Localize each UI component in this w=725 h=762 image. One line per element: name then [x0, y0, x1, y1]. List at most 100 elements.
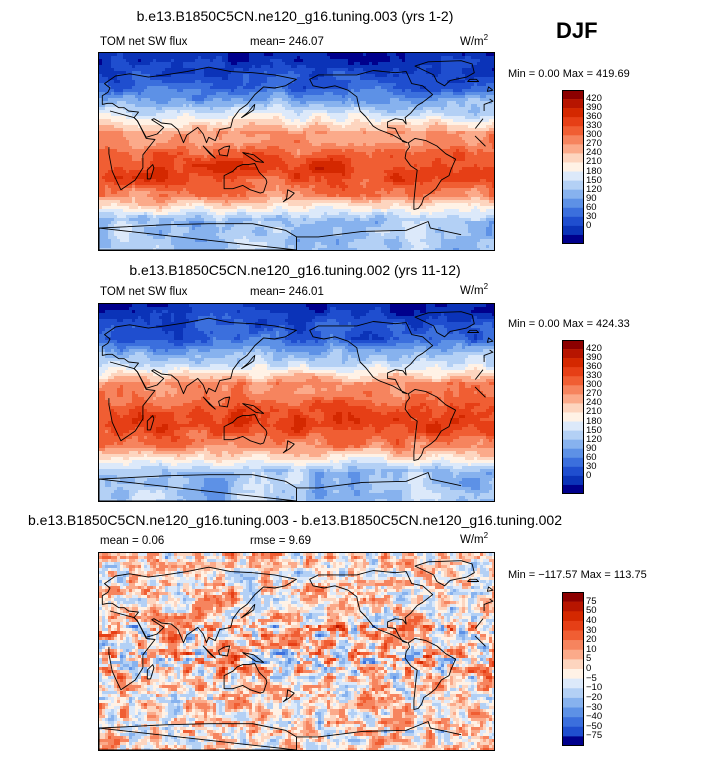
field-shading: [99, 553, 494, 750]
colorbar-swatch: [562, 117, 584, 127]
colorbar-swatch: [562, 207, 584, 218]
colorbar-tick-label: 120: [586, 184, 602, 195]
colorbar-swatch: [562, 688, 584, 699]
colorbar-swatch: [562, 394, 584, 404]
colorbar-tick-label: −50: [586, 721, 602, 732]
colorbar-swatch: [562, 421, 584, 431]
colorbar-tick-label: 360: [586, 111, 602, 122]
panel-2-mean-label: mean= 246.01: [250, 286, 324, 298]
panel-3-title: b.e13.B1850C5CN.ne120_g16.tuning.003 - b…: [0, 512, 590, 528]
colorbar-tick-label: 180: [586, 416, 602, 427]
colorbar-swatch: [562, 180, 584, 190]
colorbar-swatch: [562, 726, 584, 737]
colorbar-tick-label: 20: [586, 634, 597, 645]
colorbar-tick-label: 420: [586, 343, 602, 354]
colorbar-swatch: [562, 592, 584, 602]
colorbar-tick-label: 360: [586, 361, 602, 372]
colorbar-tick-label: 270: [586, 138, 602, 149]
colorbar-swatch: [562, 108, 584, 118]
colorbar-tick-label: −20: [586, 692, 602, 703]
colorbar-swatch: [562, 153, 584, 163]
colorbar-tick-label: 390: [586, 102, 602, 113]
panel-1-map-svg: [99, 53, 494, 250]
panel-2-title: b.e13.B1850C5CN.ne120_g16.tuning.002 (yr…: [0, 262, 590, 278]
colorbar-frame: [562, 592, 584, 746]
panel-3-map-svg: [99, 553, 494, 750]
colorbar-tick-label: 330: [586, 370, 602, 381]
colorbar-swatch: [562, 669, 584, 679]
colorbar-swatch: [562, 189, 584, 200]
panel-3-units: W/m2: [460, 531, 488, 546]
coastlines: [99, 60, 494, 250]
colorbar-swatch: [562, 376, 584, 386]
colorbar-tick-label: 30: [586, 461, 597, 472]
colorbar-tick-label: −30: [586, 702, 602, 713]
colorbar-swatch: [562, 198, 584, 209]
colorbar-swatch: [562, 234, 584, 245]
colorbar-tick-label: 90: [586, 193, 597, 204]
colorbar-swatch: [562, 649, 584, 660]
panel-2-colorbar: 420 390 360 330 300 270 240 210 180 150 120 90 60 30 0: [562, 340, 642, 500]
colorbar-tick-label: 60: [586, 202, 597, 213]
colorbar-swatch: [562, 611, 584, 622]
colorbar-tick-label: 420: [586, 93, 602, 104]
panel-3-mean-label: mean = 0.06: [100, 535, 164, 547]
colorbar-swatch: [562, 601, 584, 612]
colorbar-tick-label: 90: [586, 443, 597, 454]
colorbar-swatch: [562, 216, 584, 227]
colorbar-tick-label: 0: [586, 663, 591, 674]
panel-3-rmse-label: rmse = 9.69: [250, 535, 311, 547]
panel-1-mean-label: mean= 246.07: [250, 36, 324, 48]
panel-3-minmax: Min = −117.57 Max = 113.75: [508, 569, 647, 581]
colorbar-swatch: [562, 144, 584, 154]
colorbar-tick-label: 10: [586, 644, 597, 655]
panel-1-title: b.e13.B1850C5CN.ne120_g16.tuning.003 (yr…: [0, 8, 590, 24]
colorbar-swatch: [562, 403, 584, 413]
colorbar-swatch: [562, 367, 584, 377]
season-label: DJF: [556, 18, 598, 44]
colorbar-tick-label: 0: [586, 220, 591, 231]
colorbar-tick-label: 75: [586, 596, 597, 607]
coastlines: [99, 311, 494, 501]
colorbar-tick-label: 180: [586, 166, 602, 177]
panel-2-minmax: Min = 0.00 Max = 424.33: [508, 318, 630, 330]
colorbar-swatch: [562, 448, 584, 459]
colorbar-swatch: [562, 659, 584, 670]
colorbar-tick-label: −5: [586, 673, 597, 684]
panel-2-map: [98, 303, 495, 502]
colorbar-frame: [562, 90, 584, 244]
colorbar-swatch: [562, 439, 584, 450]
colorbar-swatch: [562, 457, 584, 468]
colorbar-swatch: [562, 349, 584, 359]
colorbar-tick-label: 30: [586, 625, 597, 636]
panel-2-units: W/m2: [460, 282, 488, 297]
colorbar-tick-label: 300: [586, 379, 602, 390]
colorbar-swatch: [562, 385, 584, 395]
panel-3-colorbar-svg: [562, 592, 584, 747]
colorbar-tick-label: 150: [586, 175, 602, 186]
colorbar-swatch: [562, 358, 584, 368]
field-shading: [99, 53, 494, 250]
colorbar-swatch: [562, 340, 584, 350]
field-shading: [99, 304, 494, 501]
colorbar-tick-label: 5: [586, 653, 591, 664]
panel-1-units: W/m2: [460, 33, 488, 48]
colorbar-swatch: [562, 707, 584, 718]
colorbar-tick-label: 150: [586, 425, 602, 436]
colorbar-swatch: [562, 466, 584, 477]
colorbar-tick-label: −75: [586, 730, 602, 741]
panel-3-map: [98, 552, 495, 751]
colorbar-swatch: [562, 99, 584, 109]
colorbar-tick-label: 240: [586, 397, 602, 408]
colorbar-swatch: [562, 171, 584, 181]
colorbar-swatch: [562, 430, 584, 440]
coastlines: [99, 560, 494, 750]
colorbar-swatch: [562, 225, 584, 236]
colorbar-swatch: [562, 717, 584, 728]
colorbar-tick-label: 270: [586, 388, 602, 399]
colorbar-tick-label: 60: [586, 452, 597, 463]
colorbar-swatch: [562, 736, 584, 747]
colorbar-swatch: [562, 126, 584, 136]
colorbar-tick-label: 210: [586, 406, 602, 417]
colorbar-swatch: [562, 630, 584, 641]
